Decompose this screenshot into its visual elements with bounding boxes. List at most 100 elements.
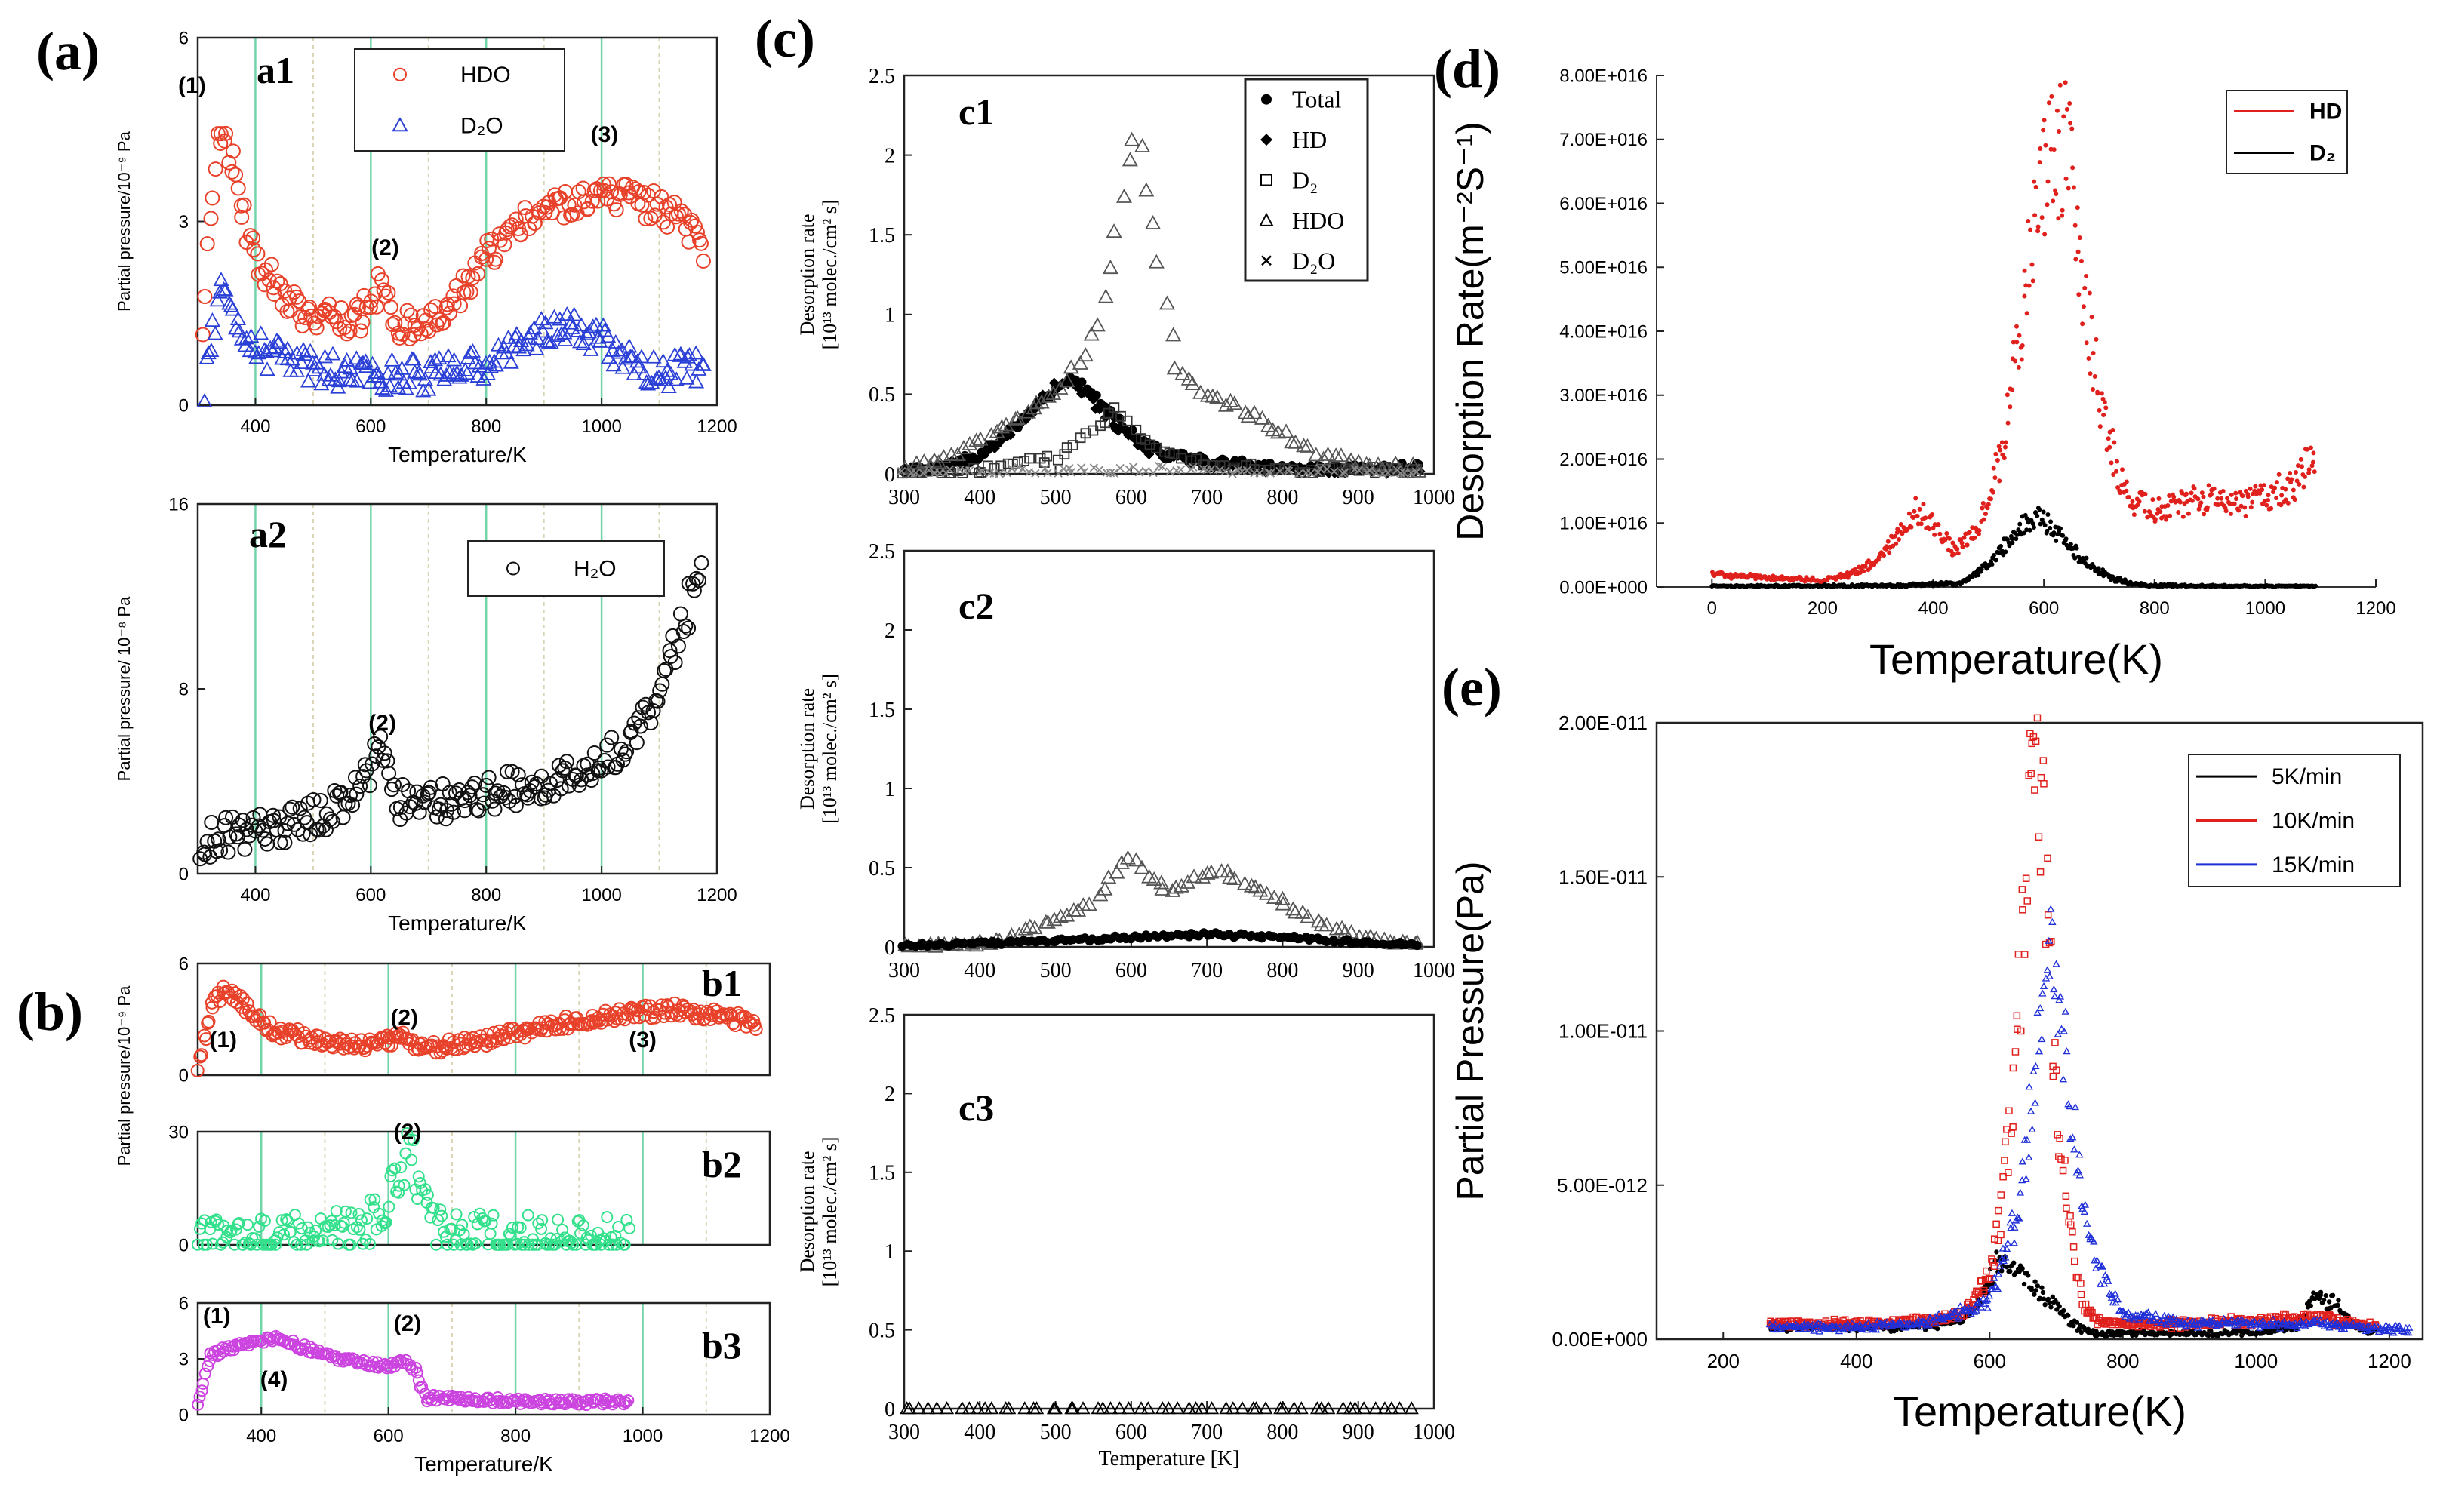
x-tick-label: 1000 bbox=[1413, 959, 1455, 982]
data-point bbox=[2084, 340, 2089, 346]
data-point bbox=[929, 1401, 944, 1415]
y-tick-label: 2 bbox=[885, 144, 895, 167]
data-point bbox=[245, 230, 261, 246]
data-point bbox=[1384, 1401, 1399, 1415]
y-tick-label: 6.00E+016 bbox=[1559, 194, 1648, 214]
data-point bbox=[2035, 224, 2041, 229]
data-point bbox=[2301, 484, 2306, 490]
y-tick-label: 5.00E+016 bbox=[1559, 258, 1648, 278]
data-point bbox=[208, 161, 223, 177]
data-point bbox=[570, 1238, 583, 1251]
data-point bbox=[309, 320, 325, 336]
data-point bbox=[508, 797, 524, 813]
data-point bbox=[2025, 1083, 2033, 1090]
data-point bbox=[2003, 549, 2008, 555]
data-point bbox=[2008, 1209, 2017, 1216]
data-point bbox=[2042, 1301, 2048, 1308]
data-point bbox=[193, 1049, 208, 1064]
data-point bbox=[427, 299, 443, 315]
data-point bbox=[681, 620, 697, 636]
data-point bbox=[1354, 466, 1364, 475]
legend-label: HD bbox=[2309, 100, 2342, 124]
data-point bbox=[2038, 146, 2043, 152]
legend-marker bbox=[1260, 134, 1272, 146]
data-point bbox=[622, 1394, 635, 1407]
data-point bbox=[600, 759, 616, 775]
data-point bbox=[2302, 474, 2307, 479]
data-point bbox=[1980, 1286, 1988, 1295]
data-point bbox=[1992, 475, 1998, 481]
data-point bbox=[2029, 1287, 2035, 1292]
x-tick-label: 700 bbox=[1191, 486, 1223, 509]
data-point bbox=[608, 1014, 622, 1028]
data-point bbox=[2024, 311, 2029, 316]
data-point bbox=[2051, 147, 2057, 152]
data-point bbox=[205, 190, 220, 206]
data-point bbox=[1059, 907, 1075, 922]
data-point bbox=[341, 1040, 355, 1055]
data-point bbox=[2056, 1135, 2063, 1142]
data-point bbox=[466, 775, 482, 791]
data-point bbox=[1817, 1320, 1825, 1328]
data-point bbox=[654, 189, 669, 204]
y-tick-label: 5.00E-012 bbox=[1557, 1174, 1648, 1197]
data-point bbox=[200, 1238, 213, 1251]
data-point bbox=[2038, 989, 2047, 997]
data-point bbox=[2044, 911, 2052, 919]
data-point bbox=[253, 1008, 267, 1022]
data-point bbox=[556, 324, 573, 340]
data-point bbox=[238, 330, 255, 345]
data-point bbox=[691, 361, 707, 376]
data-point bbox=[322, 1221, 334, 1234]
data-point bbox=[2082, 1300, 2090, 1308]
data-point bbox=[465, 270, 481, 286]
data-point bbox=[231, 1340, 244, 1353]
data-point bbox=[655, 214, 671, 230]
data-point bbox=[344, 1238, 357, 1251]
data-point bbox=[312, 792, 328, 808]
data-point bbox=[274, 1031, 288, 1046]
data-point bbox=[2130, 499, 2135, 504]
data-point bbox=[1002, 1401, 1017, 1415]
legend-marker bbox=[506, 561, 520, 576]
x-tick-label: 600 bbox=[374, 1426, 404, 1446]
data-point bbox=[1042, 450, 1053, 462]
data-point bbox=[271, 334, 288, 349]
data-point bbox=[660, 379, 677, 393]
x-tick-label: 500 bbox=[1040, 1421, 1072, 1444]
data-point bbox=[604, 730, 620, 745]
data-point bbox=[1151, 442, 1162, 453]
data-point bbox=[509, 326, 525, 341]
y-tick-label: 2 bbox=[885, 619, 895, 643]
data-point bbox=[2025, 1153, 2033, 1160]
data-point bbox=[628, 181, 644, 197]
data-point bbox=[1070, 902, 1087, 917]
y-tick-label: 6 bbox=[179, 954, 189, 974]
data-point bbox=[1264, 468, 1273, 477]
data-point bbox=[2264, 502, 2269, 508]
y-tick-label: 0 bbox=[179, 1065, 189, 1086]
data-point bbox=[344, 1039, 358, 1053]
x-axis-title: Temperature [K] bbox=[1099, 1447, 1240, 1471]
data-point bbox=[2039, 982, 2048, 990]
data-point bbox=[455, 268, 471, 284]
x-axis-title: Temperature/K bbox=[414, 1452, 553, 1476]
data-point bbox=[2104, 1333, 2109, 1339]
data-point bbox=[1145, 214, 1162, 229]
data-point bbox=[2295, 463, 2300, 469]
data-point bbox=[1956, 1301, 1965, 1310]
data-point bbox=[2076, 292, 2082, 297]
data-point bbox=[2237, 1316, 2245, 1323]
data-point bbox=[2135, 502, 2140, 508]
data-point bbox=[2144, 1308, 2152, 1316]
data-point bbox=[2026, 1273, 2031, 1278]
data-point bbox=[2261, 483, 2266, 488]
data-point bbox=[585, 318, 602, 333]
data-point bbox=[620, 1213, 633, 1226]
data-point bbox=[2029, 733, 2038, 741]
data-point bbox=[556, 1223, 569, 1236]
y-tick-label: 1.5 bbox=[869, 224, 895, 247]
data-point bbox=[282, 1215, 294, 1228]
data-point bbox=[1236, 875, 1253, 890]
data-point bbox=[1412, 941, 1422, 951]
